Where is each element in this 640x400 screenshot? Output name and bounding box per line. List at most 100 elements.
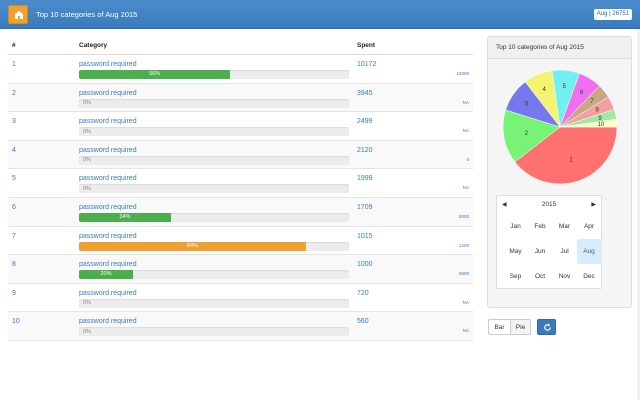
row-index[interactable]: 5 — [12, 175, 16, 183]
spent-link[interactable]: 2120 — [357, 146, 373, 154]
month-jul[interactable]: Jul — [560, 248, 569, 255]
table-row: 7 password required 84% 1015 1200 — [8, 227, 473, 256]
category-link[interactable]: password required — [79, 89, 137, 97]
row-index[interactable]: 7 — [12, 232, 16, 240]
pie-chart-button[interactable]: Pie — [510, 319, 531, 335]
pie-slice-label: 6 — [580, 90, 584, 96]
top-bar: Top 10 categories of Aug 2015 Aug | 2675… — [0, 0, 640, 29]
bar-chart-button[interactable]: Bar — [488, 319, 511, 335]
progress-label: 84% — [186, 242, 198, 249]
month-picker: ◀ 2015 ▶ Jan Feb Mar Apr May Jun Jul Aug Sep Oct N… — [496, 195, 602, 289]
spent-link[interactable]: 1015 — [357, 232, 373, 240]
month-jan[interactable]: Jan — [510, 223, 521, 230]
category-link[interactable]: password required — [79, 146, 137, 154]
month-nov[interactable]: Nov — [558, 273, 571, 280]
progress-bar: 20% — [79, 270, 349, 280]
period-badge[interactable]: Aug | 26751 — [593, 9, 632, 20]
progress-label: 0% — [83, 300, 91, 307]
row-index[interactable]: 6 — [12, 203, 16, 211]
budget-link[interactable]: NA — [462, 128, 469, 134]
budget-link[interactable]: 1200 — [458, 242, 469, 248]
category-link[interactable]: password required — [79, 118, 137, 126]
pie-slice-1[interactable] — [514, 126, 618, 185]
spent-link[interactable]: 2499 — [357, 118, 373, 126]
row-index[interactable]: 10 — [12, 318, 20, 326]
home-icon — [15, 11, 23, 19]
pie-slice-label: 9 — [598, 116, 602, 122]
month-oct[interactable]: Oct — [534, 273, 546, 280]
progress-bar: 0% — [79, 327, 349, 337]
pie-slice-label: 1 — [569, 157, 573, 163]
row-index[interactable]: 4 — [12, 146, 16, 154]
category-link[interactable]: password required — [79, 203, 137, 211]
spent-link[interactable]: 1000 — [357, 261, 373, 269]
row-index[interactable]: 1 — [12, 61, 16, 68]
categories-table: # Category Spent 1 password required 56% 10… — [8, 36, 473, 341]
category-link[interactable]: password required — [79, 261, 137, 269]
spent-link[interactable]: 3945 — [357, 89, 373, 97]
pie-slice-10[interactable] — [559, 118, 618, 128]
home-button[interactable] — [8, 5, 28, 24]
category-link[interactable]: password required — [79, 232, 137, 240]
refresh-icon — [544, 323, 551, 331]
progress-bar: 0% — [79, 155, 349, 165]
category-link[interactable]: password required — [79, 318, 137, 326]
budget-link[interactable]: NA — [462, 185, 469, 191]
progress-label: 56% — [149, 71, 161, 77]
category-link[interactable]: password required — [79, 61, 137, 68]
month-aug[interactable]: Aug — [576, 239, 602, 264]
budget-link[interactable]: NA — [462, 299, 469, 305]
table-row: 8 password required 20% 1000 5000 — [8, 255, 473, 284]
month-feb[interactable]: Feb — [534, 223, 546, 230]
budget-link[interactable]: 5000 — [458, 213, 469, 219]
progress-bar: 0% — [79, 98, 349, 108]
spent-link[interactable]: 1709 — [357, 203, 373, 211]
pie-slice-label: 3 — [525, 102, 529, 108]
next-year-button[interactable]: ▶ — [591, 202, 596, 208]
month-mar[interactable]: Mar — [558, 223, 571, 230]
row-index[interactable]: 8 — [12, 261, 16, 269]
picker-year[interactable]: 2015 — [541, 201, 557, 208]
column-header-index: # — [12, 42, 16, 49]
budget-link[interactable]: NA — [462, 99, 469, 105]
progress-label: 0% — [83, 328, 91, 335]
month-apr[interactable]: Apr — [583, 223, 595, 230]
progress-fill: 84% — [79, 241, 306, 251]
spent-link[interactable]: 720 — [357, 289, 369, 297]
chart-title: Top 10 categories of Aug 2015 — [496, 44, 584, 51]
row-index[interactable]: 9 — [12, 289, 16, 297]
progress-bar: 56% — [79, 70, 349, 79]
table-body: 1 password required 56% 10172 15000 2 password… — [8, 55, 473, 341]
budget-link[interactable]: 0 — [466, 156, 469, 162]
spent-link[interactable]: 560 — [357, 318, 369, 326]
month-may[interactable]: May — [509, 248, 522, 255]
progress-bar: 0% — [79, 184, 349, 194]
progress-label: 34% — [119, 213, 131, 220]
month-sep[interactable]: Sep — [509, 273, 522, 280]
progress-label: 0% — [83, 128, 91, 135]
month-jun[interactable]: Jun — [534, 248, 546, 255]
spent-link[interactable]: 1999 — [357, 175, 373, 183]
scrollbar[interactable] — [637, 29, 640, 400]
budget-link[interactable]: 5000 — [458, 271, 469, 277]
budget-link[interactable]: NA — [462, 328, 469, 334]
progress-bar: 84% — [79, 241, 349, 251]
prev-year-button[interactable]: ◀ — [502, 202, 507, 208]
table-row: 6 password required 34% 1709 5000 — [8, 197, 473, 227]
row-index[interactable]: 2 — [12, 89, 16, 97]
spent-link[interactable]: 10172 — [357, 61, 377, 68]
progress-label: 0% — [83, 157, 91, 164]
month-dec[interactable]: Dec — [583, 273, 595, 280]
pie-slice-2[interactable] — [502, 109, 561, 163]
budget-link[interactable]: 15000 — [456, 71, 469, 76]
progress-bar: 0% — [79, 127, 349, 137]
category-link[interactable]: password required — [79, 175, 137, 183]
category-link[interactable]: password required — [79, 289, 137, 297]
pie-chart: 1 2 3 4 5 678 910 — [502, 69, 618, 185]
progress-label: 20% — [100, 271, 112, 278]
row-index[interactable]: 3 — [12, 118, 16, 126]
page-title: Top 10 categories of Aug 2015 — [36, 10, 138, 19]
pie-slice-label: 2 — [525, 131, 529, 137]
refresh-button[interactable] — [537, 319, 556, 335]
